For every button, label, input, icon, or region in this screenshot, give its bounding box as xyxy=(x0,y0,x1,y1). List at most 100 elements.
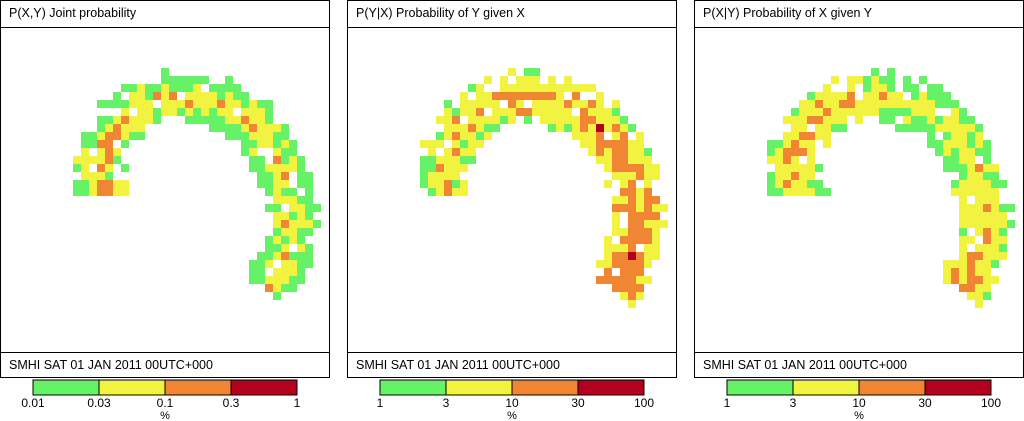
heatmap-cell xyxy=(289,220,297,228)
heatmap-cell xyxy=(895,100,903,108)
heatmap-cell xyxy=(775,188,783,196)
heatmap-cell xyxy=(297,164,305,172)
heatmap-cell xyxy=(257,180,265,188)
heatmap-cell xyxy=(831,76,839,84)
heatmap-cell xyxy=(967,220,975,228)
heatmap-cell xyxy=(89,140,97,148)
heatmap-cell xyxy=(281,188,289,196)
heatmap-cell xyxy=(983,228,991,236)
heatmap-cell xyxy=(249,164,257,172)
heatmap-cell xyxy=(951,180,959,188)
heatmap-cell xyxy=(476,100,484,108)
heatmap-cell xyxy=(548,92,556,100)
heatmap-cell xyxy=(137,100,145,108)
legend-unit: % xyxy=(507,410,517,421)
heatmap-cell xyxy=(791,156,799,164)
heatmap-cell xyxy=(89,180,97,188)
heatmap-cell xyxy=(612,196,620,204)
heatmap-cell xyxy=(281,196,289,204)
heatmap-cell xyxy=(959,244,967,252)
heatmap-cell xyxy=(257,132,265,140)
heatmap-cell xyxy=(644,228,652,236)
heatmap-cell xyxy=(620,156,628,164)
heatmap-cell xyxy=(620,252,628,260)
heatmap-cell xyxy=(783,116,791,124)
heatmap-cell xyxy=(273,188,281,196)
heatmap-cell xyxy=(959,164,967,172)
heatmap-cell xyxy=(460,140,468,148)
heatmap-cell xyxy=(201,92,209,100)
heatmap-cell xyxy=(508,84,516,92)
heatmap-cell xyxy=(548,116,556,124)
heatmap-cell xyxy=(943,156,951,164)
heatmap-cell xyxy=(444,172,452,180)
heatmap-cell xyxy=(281,164,289,172)
heatmap-cell xyxy=(791,132,799,140)
heatmap-cell xyxy=(815,132,823,140)
heatmap-cell xyxy=(273,220,281,228)
heatmap-cell xyxy=(217,92,225,100)
heatmap-cell xyxy=(855,100,863,108)
heatmap-cell xyxy=(823,108,831,116)
heatmap-cell xyxy=(991,204,999,212)
heatmap-cell xyxy=(596,140,604,148)
heatmap-cell xyxy=(121,132,129,140)
heatmap-cell xyxy=(652,212,660,220)
heatmap-cell xyxy=(564,116,572,124)
heatmap-cell xyxy=(484,100,492,108)
heatmap-cell xyxy=(121,164,129,172)
heatmap-cell xyxy=(265,180,273,188)
heatmap-cell xyxy=(193,100,201,108)
heatmap-cell xyxy=(161,76,169,84)
heatmap-cell xyxy=(620,148,628,156)
heatmap-cell xyxy=(935,140,943,148)
heatmap-cell xyxy=(273,180,281,188)
heatmap-cell xyxy=(281,268,289,276)
heatmap-cell xyxy=(604,124,612,132)
heatmap-cell xyxy=(580,108,588,116)
legend-swatch xyxy=(230,379,298,396)
heatmap-cell xyxy=(975,220,983,228)
heatmap-cell xyxy=(799,140,807,148)
heatmap-cell xyxy=(257,156,265,164)
heatmap-cell xyxy=(636,132,644,140)
heatmap-cell xyxy=(871,68,879,76)
heatmap-cell xyxy=(209,84,217,92)
heatmap-cell xyxy=(959,212,967,220)
heatmap-cell xyxy=(951,148,959,156)
legend-tick-label: 0.1 xyxy=(157,396,174,410)
heatmap-cell xyxy=(524,76,532,84)
heatmap-cell xyxy=(460,100,468,108)
heatmap-cell xyxy=(532,68,540,76)
heatmap-cell xyxy=(257,172,265,180)
legend-swatch xyxy=(379,379,447,396)
legend-swatch xyxy=(32,379,100,396)
heatmap-cell xyxy=(532,92,540,100)
heatmap-cell xyxy=(97,132,105,140)
heatmap-cell xyxy=(452,132,460,140)
legend-swatch xyxy=(792,379,860,396)
heatmap-cell xyxy=(807,164,815,172)
heatmap-cell xyxy=(823,92,831,100)
heatmap-cell xyxy=(775,156,783,164)
heatmap-cell xyxy=(185,76,193,84)
heatmap-cell xyxy=(604,164,612,172)
heatmap-cell xyxy=(951,268,959,276)
heatmap-cell xyxy=(564,84,572,92)
heatmap-cell xyxy=(580,132,588,140)
heatmap-cell xyxy=(105,172,113,180)
heatmap-cell xyxy=(468,148,476,156)
heatmap-cell xyxy=(775,148,783,156)
heatmap-cell xyxy=(951,156,959,164)
heatmap-cell xyxy=(831,116,839,124)
heatmap-cell xyxy=(524,108,532,116)
heatmap-cell xyxy=(604,276,612,284)
heatmap-cell xyxy=(636,276,644,284)
heatmap-cell xyxy=(775,172,783,180)
heatmap-cell xyxy=(249,156,257,164)
heatmap-cell xyxy=(273,132,281,140)
heatmap-cell xyxy=(249,116,257,124)
heatmap-cell xyxy=(161,100,169,108)
heatmap-cell xyxy=(177,108,185,116)
heatmap-cell xyxy=(999,220,1007,228)
